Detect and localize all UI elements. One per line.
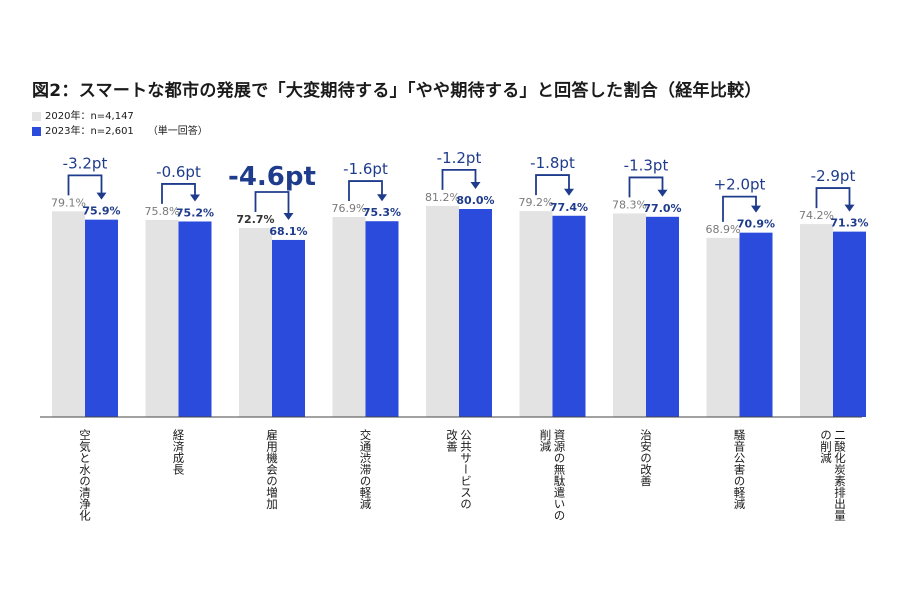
change-label: -4.6pt xyxy=(228,162,316,192)
category-label: 二酸化炭素排出量 xyxy=(833,429,847,521)
legend-item-2023: 2023年：n=2,601 （単一回答） xyxy=(32,124,208,139)
change-arrowhead xyxy=(657,189,668,197)
change-bracket xyxy=(722,195,757,222)
legend-label-2020: 2020年：n=4,147 xyxy=(45,111,134,122)
change-arrowhead xyxy=(564,188,574,196)
data-label-2023: 68.1% xyxy=(269,225,307,238)
change-arrowhead xyxy=(844,204,855,212)
data-label-2023: 80.0% xyxy=(456,194,494,207)
change-label: +2.0pt xyxy=(714,176,766,194)
bar-2023 xyxy=(739,232,773,417)
change-bracket xyxy=(161,183,196,204)
category-label: 経済成長 xyxy=(172,429,186,476)
category-label: 騒音公害の軽減 xyxy=(733,429,747,510)
data-label-2023: 77.0% xyxy=(643,202,681,215)
change-arrowhead xyxy=(190,194,200,202)
change-bracket xyxy=(254,191,290,214)
bar-2020 xyxy=(519,211,553,417)
bar-2023 xyxy=(552,215,586,417)
data-label-2020: 81.2% xyxy=(425,191,460,204)
data-label-2023: 75.9% xyxy=(82,205,120,218)
change-bracket xyxy=(535,174,570,196)
data-label-2020: 79.2% xyxy=(519,196,554,209)
data-label-2023: 75.3% xyxy=(363,206,401,219)
legend-note: （単一回答） xyxy=(147,126,208,137)
change-label: -1.6pt xyxy=(343,160,388,178)
data-label-2020: 68.9% xyxy=(706,223,741,236)
category-label: 雇用機会の増加 xyxy=(265,428,279,510)
bar-2020 xyxy=(145,219,179,417)
legend-swatch-2020 xyxy=(32,112,41,121)
chart-title: 図2：スマートな都市の発展で「大変期待する」「やや期待する」と回答した割合（経年… xyxy=(32,81,762,101)
data-label-2023: 71.3% xyxy=(830,217,868,230)
category-label: 治安の改善 xyxy=(639,428,653,487)
category-label: 空気と水の清浄化 xyxy=(78,428,92,522)
bar-2020 xyxy=(800,224,833,417)
change-label: -0.6pt xyxy=(156,163,201,181)
change-label: -1.2pt xyxy=(437,149,482,167)
category-label: 削減 xyxy=(539,428,553,453)
change-arrowhead xyxy=(283,212,294,220)
bar-2023 xyxy=(833,231,866,417)
change-bracket xyxy=(441,168,477,190)
bar-2023 xyxy=(459,209,492,417)
bar-2020 xyxy=(706,237,740,417)
bar-2020 xyxy=(52,211,85,417)
change-arrowhead xyxy=(96,192,107,200)
change-arrowhead xyxy=(751,205,761,213)
bar-2023 xyxy=(85,219,118,417)
data-label-2020: 72.7% xyxy=(236,213,274,226)
data-label-2020: 78.3% xyxy=(612,198,647,211)
data-label-2023: 70.9% xyxy=(737,218,775,231)
category-label: 資源の無駄遣いの xyxy=(553,429,567,521)
category-label: 改善 xyxy=(445,428,459,453)
bar-2023 xyxy=(178,221,212,417)
category-label: の削減 xyxy=(819,429,833,464)
change-label: -1.3pt xyxy=(624,156,669,174)
data-label-2020: 74.2% xyxy=(799,209,834,222)
change-bracket xyxy=(67,174,103,196)
bar-2023 xyxy=(646,216,679,417)
data-label-2020: 75.8% xyxy=(145,205,180,218)
change-arrowhead xyxy=(470,182,481,189)
change-bracket xyxy=(348,180,383,202)
data-label-2023: 77.4% xyxy=(550,201,588,214)
bar-2023 xyxy=(272,239,305,417)
change-label: -3.2pt xyxy=(63,154,108,172)
legend-item-2020: 2020年：n=4,147 xyxy=(32,109,208,124)
bar-2020 xyxy=(332,217,366,417)
bar-2023 xyxy=(365,221,399,417)
data-label-2020: 76.9% xyxy=(332,202,367,215)
category-label: 交通渋滞の軽減 xyxy=(359,428,373,510)
change-arrowhead xyxy=(377,194,387,202)
change-bracket xyxy=(628,176,664,198)
change-label: -1.8pt xyxy=(530,154,575,172)
bar-2020 xyxy=(613,213,646,417)
change-label: -2.9pt xyxy=(811,167,856,185)
change-bracket xyxy=(815,187,851,209)
bar-2020 xyxy=(239,227,272,417)
category-label: 公共サービスの xyxy=(459,429,473,510)
bar-2020 xyxy=(426,205,459,417)
legend-label-2023: 2023年：n=2,601 xyxy=(45,126,134,137)
data-label-2020: 79.1% xyxy=(51,196,86,209)
legend: 2020年：n=4,147 2023年：n=2,601 （単一回答） xyxy=(32,109,208,139)
legend-swatch-2023 xyxy=(32,127,41,136)
data-label-2023: 75.2% xyxy=(176,206,214,219)
